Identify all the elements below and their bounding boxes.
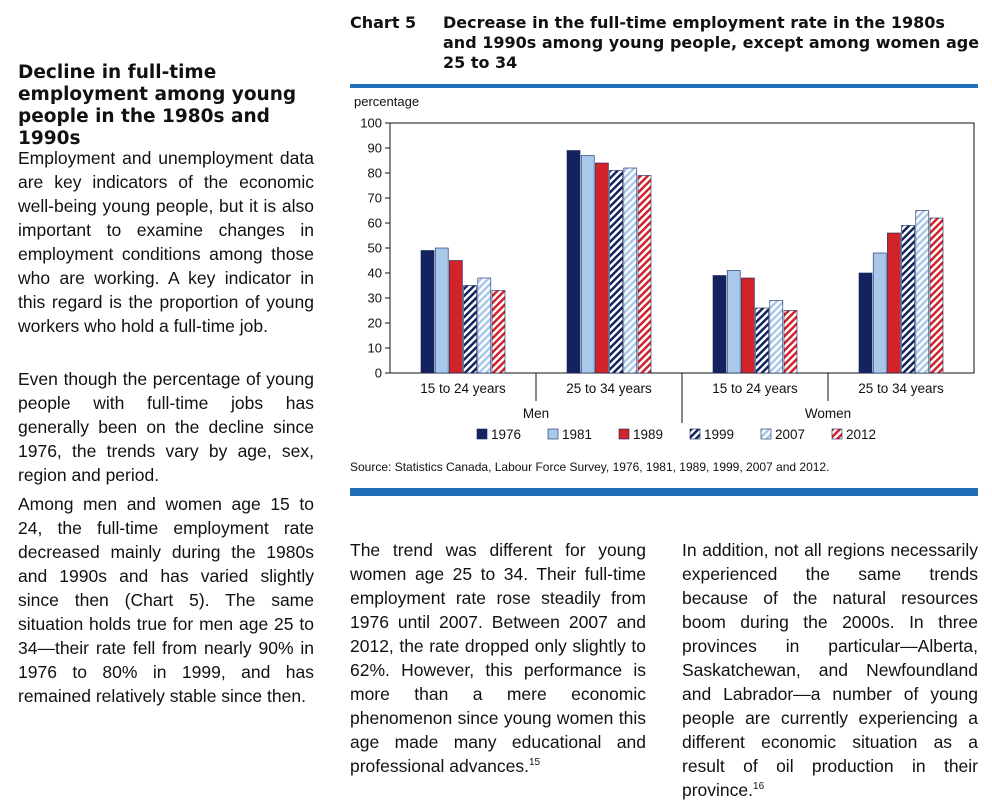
legend-label-1981: 1981 — [562, 427, 592, 442]
chart-title: Decrease in the full-time employment rat… — [443, 13, 980, 72]
y-tick-label: 90 — [368, 141, 382, 156]
legend-swatch-1999 — [689, 428, 701, 440]
bar-2007-1 — [477, 277, 492, 374]
bar-1999-3 — [755, 307, 769, 374]
paragraph-3: Among men and women age 15 to 24, the fu… — [18, 494, 314, 706]
bar-1999-2 — [609, 170, 623, 374]
bar-1981-1 — [434, 247, 449, 374]
x-tick-label: 15 to 24 years — [420, 381, 506, 396]
y-tick-label: 100 — [360, 116, 382, 131]
chart-top-rule — [350, 84, 978, 88]
y-tick-label: 80 — [368, 166, 382, 181]
y-axis-label: percentage — [354, 94, 419, 109]
x-tick-label: 25 to 34 years — [858, 381, 944, 396]
chart-bottom-rule — [350, 488, 978, 496]
bar-2012-2 — [637, 175, 652, 374]
bar-1999-1 — [463, 285, 477, 374]
y-tick-label: 20 — [368, 316, 382, 331]
bar-1989-2 — [595, 162, 609, 374]
bar-1976-1 — [420, 250, 435, 374]
x-tick-label: 15 to 24 years — [712, 381, 798, 396]
bar-1981-2 — [580, 155, 595, 374]
legend-swatch-2012 — [831, 428, 843, 440]
bar-1989-3 — [741, 277, 755, 374]
bar-2007-3 — [769, 300, 784, 374]
footnote-15: 15 — [529, 757, 541, 769]
group-label: Men — [523, 406, 549, 421]
y-tick-label: 10 — [368, 341, 382, 356]
bar-1989-4 — [887, 232, 901, 374]
legend-label-1989: 1989 — [633, 427, 663, 442]
paragraph-5-text: In addition, not all regions necessarily… — [682, 540, 978, 800]
bar-2012-1 — [491, 290, 506, 374]
legend-swatch-1976 — [476, 428, 488, 440]
paragraph-4: The trend was different for young women … — [350, 538, 646, 778]
bar-1981-3 — [726, 270, 741, 374]
bar-2007-2 — [623, 167, 638, 374]
bar-1976-3 — [712, 275, 727, 374]
chart-source: Source: Statistics Canada, Labour Force … — [350, 460, 830, 474]
bar-1976-2 — [566, 150, 581, 374]
bar-1976-4 — [858, 272, 873, 374]
legend-swatch-2007 — [760, 428, 772, 440]
x-tick-label: 25 to 34 years — [566, 381, 652, 396]
legend-label-2007: 2007 — [775, 427, 805, 442]
group-label: Women — [805, 406, 851, 421]
legend-swatch-1989 — [618, 428, 630, 440]
section-heading: Decline in full-time employment among yo… — [18, 62, 297, 149]
bar-chart: percentage 0 10 20 30 40 50 60 70 80 90 100 15 to 2… — [354, 94, 975, 442]
bar-1989-1 — [449, 260, 463, 374]
bar-2012-4 — [929, 217, 944, 374]
y-tick-label: 30 — [368, 291, 382, 306]
bar-2012-3 — [783, 310, 798, 374]
paragraph-2: Even though the percentage of young peop… — [18, 369, 314, 485]
legend-label-2012: 2012 — [846, 427, 876, 442]
paragraph-5: In addition, not all regions necessarily… — [682, 538, 978, 802]
legend-label-1976: 1976 — [491, 427, 521, 442]
y-tick-label: 70 — [368, 191, 382, 206]
paragraph-1: Employment and unemployment data are key… — [18, 148, 314, 336]
legend-swatch-1981 — [547, 428, 559, 440]
y-tick-label: 0 — [375, 366, 382, 381]
bar-1981-4 — [872, 252, 887, 374]
bar-2007-4 — [915, 210, 930, 374]
y-tick-label: 60 — [368, 216, 382, 231]
y-tick-label: 50 — [368, 241, 382, 256]
chart-label: Chart 5 — [350, 13, 417, 32]
bar-1999-4 — [901, 225, 915, 374]
footnote-16: 16 — [753, 781, 765, 793]
legend-label-1999: 1999 — [704, 427, 734, 442]
paragraph-4-text: The trend was different for young women … — [350, 540, 646, 776]
y-tick-label: 40 — [368, 266, 382, 281]
